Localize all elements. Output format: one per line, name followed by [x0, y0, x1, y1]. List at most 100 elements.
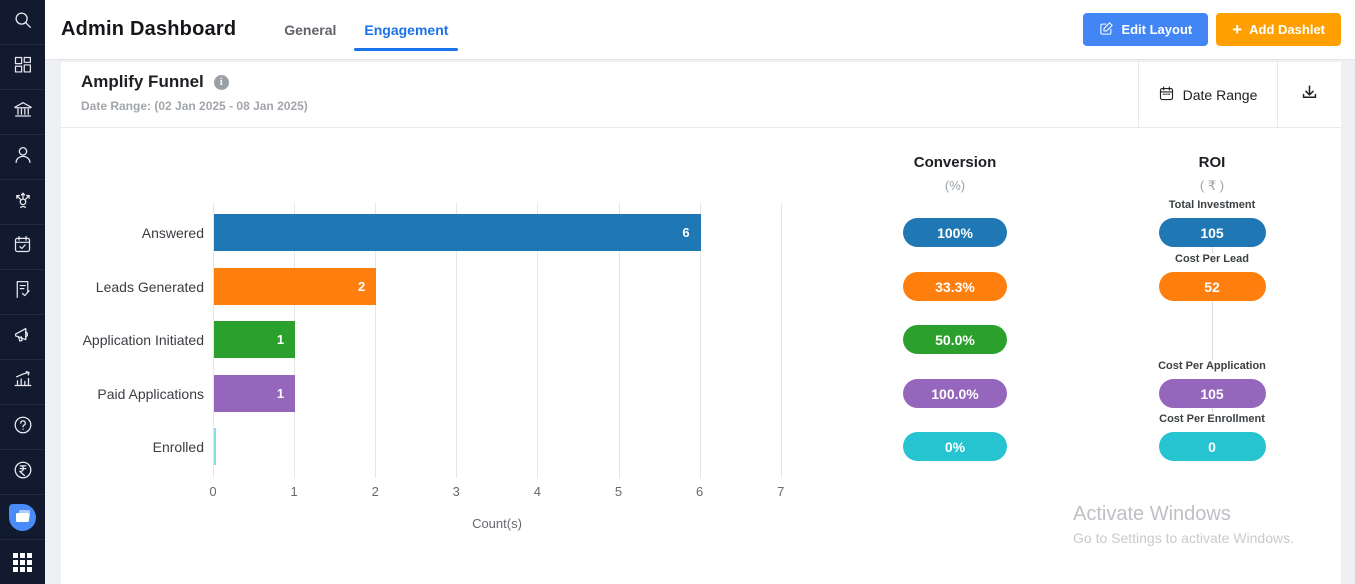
roi-column-title: ROI	[1198, 154, 1226, 171]
funnel-bar[interactable]: 6	[214, 214, 701, 251]
sidebar-item-payments[interactable]	[0, 450, 45, 495]
sidebar-item-distribution[interactable]	[0, 180, 45, 225]
tab-bar: General Engagement	[270, 0, 462, 59]
gridline	[699, 203, 701, 478]
gridline	[213, 203, 214, 478]
bar-value-label: 1	[276, 386, 285, 401]
x-axis-title: Count(s)	[472, 516, 522, 531]
roi-item-label: Total Investment	[1168, 199, 1256, 211]
activate-windows-subtext: Go to Settings to activate Windows.	[1073, 530, 1294, 546]
x-tick-label: 0	[209, 484, 217, 499]
sidebar-item-chat[interactable]	[0, 495, 45, 540]
conversion-pill: 100.0%	[903, 379, 1007, 408]
roi-connector-line	[1212, 301, 1213, 360]
download-button[interactable]	[1277, 62, 1341, 128]
roi-pill: 105	[1158, 218, 1266, 247]
megaphone-icon	[12, 324, 34, 351]
distribution-icon	[12, 189, 34, 216]
chat-icon	[9, 503, 36, 531]
date-range-label: Date Range	[1182, 87, 1258, 103]
bar-value-label: 2	[357, 279, 366, 294]
x-tick-label: 3	[452, 484, 460, 499]
dashlet-header: Amplify Funnel i Date Range: (02 Jan 202…	[61, 62, 1341, 128]
funnel-bar[interactable]: 1	[214, 375, 296, 412]
top-header: Admin Dashboard General Engagement Edit …	[45, 0, 1355, 60]
tab-general-label: General	[284, 21, 337, 38]
sidebar-item-apps[interactable]	[0, 540, 45, 584]
edit-layout-button[interactable]: Edit Layout	[1083, 13, 1209, 46]
amplify-funnel-dashlet: Amplify Funnel i Date Range: (02 Jan 202…	[61, 62, 1341, 584]
calendar-icon	[1158, 85, 1175, 105]
sidebar-item-calendar[interactable]	[0, 225, 45, 270]
page-title: Admin Dashboard	[61, 18, 237, 40]
sidebar-item-forms[interactable]	[0, 270, 45, 315]
conversion-column-title: Conversion	[913, 154, 997, 171]
roi-item-label: Cost Per Enrollment	[1159, 413, 1265, 425]
gridline	[375, 203, 377, 478]
roi-column-unit: ( ₹ )	[1199, 178, 1225, 193]
category-label: Answered	[141, 224, 204, 241]
edit-layout-label: Edit Layout	[1121, 22, 1193, 37]
x-tick-label: 2	[371, 484, 379, 499]
dashlet-date-range-subtitle: Date Range: (02 Jan 2025 - 08 Jan 2025)	[81, 99, 308, 113]
sidebar-item-help[interactable]	[0, 405, 45, 450]
date-range-button[interactable]: Date Range	[1138, 62, 1277, 128]
roi-item-label: Cost Per Lead	[1175, 253, 1249, 265]
x-tick-label: 6	[695, 484, 704, 499]
funnel-bar[interactable]	[214, 428, 216, 465]
category-label: Leads Generated	[95, 278, 204, 295]
add-dashlet-button[interactable]: + Add Dashlet	[1216, 13, 1341, 46]
sidebar-item-user[interactable]	[0, 135, 45, 180]
panel-body: Conversion (%) ROI ( ₹ ) Count(s) Activa…	[61, 128, 1341, 583]
x-tick-label: 4	[533, 484, 541, 499]
document-check-icon	[12, 279, 33, 305]
sidebar-item-search[interactable]	[0, 0, 45, 45]
sidebar-item-institution[interactable]	[0, 90, 45, 135]
edit-icon	[1099, 21, 1114, 39]
add-dashlet-label: Add Dashlet	[1249, 22, 1325, 37]
funnel-bar[interactable]: 1	[214, 321, 296, 358]
category-label: Application Initiated	[82, 331, 204, 348]
help-icon	[12, 414, 34, 441]
gridline	[537, 203, 539, 478]
info-icon[interactable]: i	[213, 74, 229, 90]
gridline	[780, 203, 782, 478]
plus-icon: +	[1232, 20, 1243, 39]
bar-value-label: 1	[276, 332, 285, 347]
roi-pill: 0	[1158, 432, 1266, 461]
conversion-pill: 50.0%	[903, 325, 1007, 354]
conversion-column-unit: (%)	[944, 178, 966, 193]
institution-bank-icon	[12, 99, 34, 126]
tab-engagement[interactable]: Engagement	[350, 0, 462, 59]
conversion-pill: 100%	[903, 218, 1007, 247]
tab-engagement-label: Engagement	[364, 21, 449, 38]
gridline	[618, 203, 620, 478]
roi-item-label: Cost Per Application	[1158, 360, 1266, 372]
download-icon	[1300, 83, 1319, 107]
user-icon	[12, 144, 34, 171]
sidebar-item-dashboard[interactable]	[0, 45, 45, 90]
sidebar	[0, 0, 45, 584]
funnel-bar[interactable]: 2	[214, 268, 377, 305]
dashboard-icon	[12, 54, 33, 80]
category-label: Enrolled	[152, 438, 204, 455]
sidebar-item-campaigns[interactable]	[0, 315, 45, 360]
search-icon	[12, 9, 34, 36]
tab-general[interactable]: General	[270, 0, 350, 59]
x-tick-label: 5	[614, 484, 623, 499]
header-divider	[1138, 62, 1139, 128]
currency-rupee-icon	[12, 459, 34, 486]
conversion-pill: 0%	[903, 432, 1007, 461]
apps-grid-icon	[13, 552, 32, 572]
dashlet-title: Amplify Funnel	[81, 72, 204, 91]
conversion-pill: 33.3%	[903, 272, 1007, 301]
roi-pill: 52	[1158, 272, 1266, 301]
sidebar-item-analytics[interactable]	[0, 360, 45, 405]
category-label: Paid Applications	[97, 385, 204, 402]
gridline	[456, 203, 458, 478]
roi-connector-line	[1212, 408, 1213, 413]
roi-connector-line	[1212, 247, 1213, 253]
roi-pill: 105	[1158, 379, 1266, 408]
header-actions: Edit Layout + Add Dashlet	[1083, 13, 1341, 46]
